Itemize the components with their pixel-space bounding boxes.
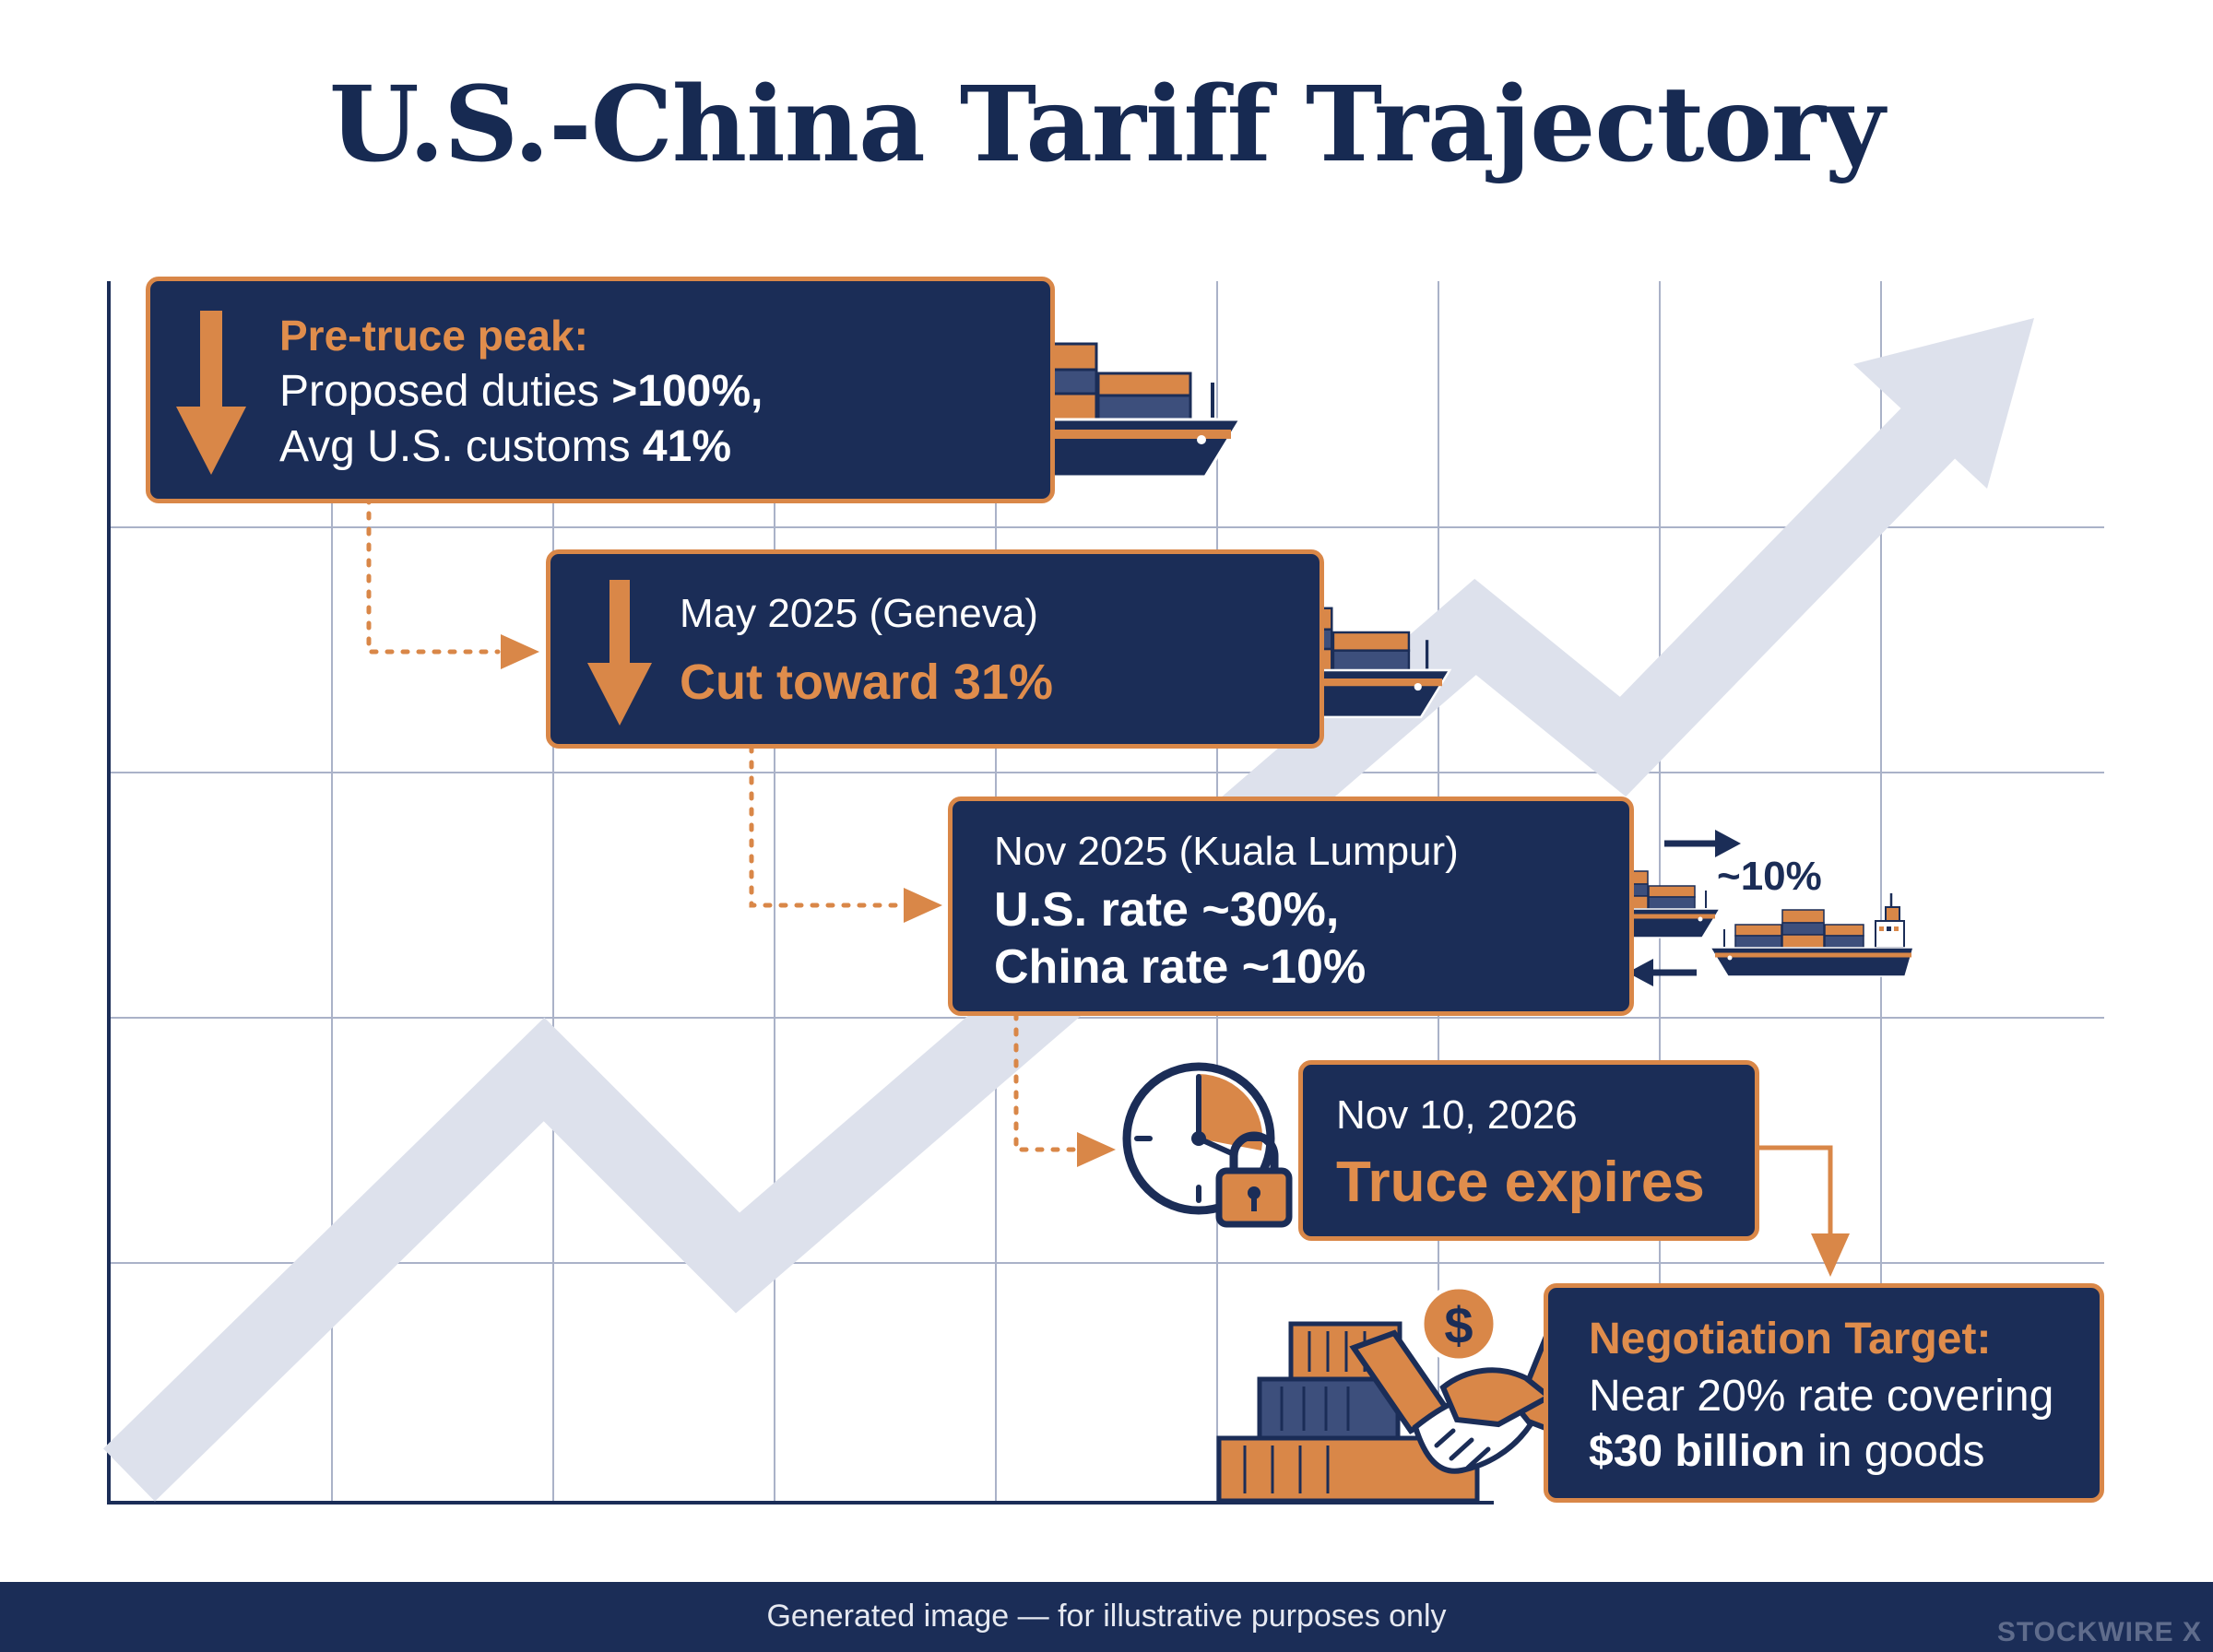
card-headline: Truce expires xyxy=(1336,1150,1705,1214)
card-date: May 2025 (Geneva) xyxy=(680,591,1038,636)
connector-peak-to-geneva xyxy=(366,495,539,669)
card-line-2: Avg U.S. customs 41% xyxy=(279,421,731,472)
connector-kuala-lumpur-to-expiry xyxy=(1013,1011,1116,1167)
card-truce-expires: Nov 10, 2026 Truce expires xyxy=(1298,1060,1759,1241)
connector-expiry-to-target xyxy=(1757,1145,1850,1277)
card-line-1: U.S. rate ~30%, xyxy=(994,883,1340,937)
card-line-2-text: Avg U.S. customs xyxy=(279,422,643,471)
exchange-arrows-icon xyxy=(1627,830,1741,986)
card-line-2-value: 41% xyxy=(642,422,731,471)
dollar-coin-icon: $ xyxy=(1419,1284,1498,1363)
card-line-2-text: in goods xyxy=(1805,1427,1985,1476)
coin-symbol: $ xyxy=(1444,1296,1473,1354)
card-negotiation-target: Negotiation Target: Near 20% rate coveri… xyxy=(1544,1283,2104,1503)
card-kuala-lumpur: Nov 2025 (Kuala Lumpur) U.S. rate ~30%, … xyxy=(948,796,1634,1016)
card-date: Nov 10, 2026 xyxy=(1336,1092,1578,1138)
page-title: U.S.-China Tariff Trajectory xyxy=(328,65,1885,185)
cargo-ship-icon xyxy=(1710,893,1913,976)
connector-geneva-to-kuala-lumpur xyxy=(749,744,942,923)
exchange-rate-label: ~10% xyxy=(1717,854,1822,899)
card-line-1-value: >100%, xyxy=(611,367,763,416)
brand-watermark: STOCKWIRE X xyxy=(1996,1617,2202,1647)
padlock-icon xyxy=(1215,1131,1293,1228)
card-line-1-text: Proposed duties xyxy=(279,367,612,416)
down-arrow-icon xyxy=(176,311,246,475)
card-heading: Negotiation Target: xyxy=(1589,1315,1992,1363)
card-pre-truce-peak: Pre-truce peak: Proposed duties >100%, A… xyxy=(146,277,1055,503)
card-geneva: May 2025 (Geneva) Cut toward 31% xyxy=(546,549,1324,749)
footer-caption: Generated image — for illustrative purpo… xyxy=(766,1599,1447,1634)
card-date: Nov 2025 (Kuala Lumpur) xyxy=(994,829,1459,874)
card-line-2-value: $30 billion xyxy=(1589,1427,1805,1476)
footer-bar: Generated image — for illustrative purpo… xyxy=(0,1582,2213,1652)
card-headline: Cut toward 31% xyxy=(680,655,1054,710)
down-arrow-icon xyxy=(587,580,652,726)
card-line-1: Proposed duties >100%, xyxy=(279,366,763,417)
card-heading: Pre-truce peak: xyxy=(279,312,588,360)
card-line-2: $30 billion in goods xyxy=(1589,1426,1985,1477)
card-line-1: Near 20% rate covering xyxy=(1589,1372,2054,1421)
card-line-2: China rate ~10% xyxy=(994,940,1367,994)
